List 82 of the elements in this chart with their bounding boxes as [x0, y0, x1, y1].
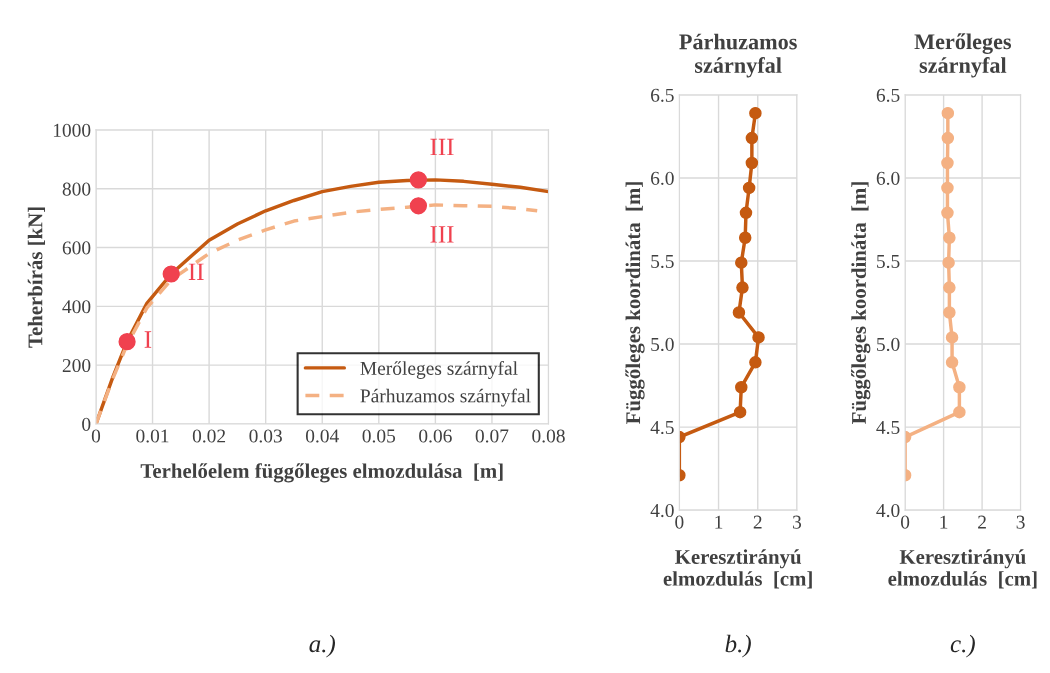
annotation: II: [188, 263, 204, 281]
x-tick-label: 0.01: [136, 429, 169, 443]
point: [942, 256, 955, 269]
annotation: III: [430, 226, 454, 243]
x-tick-label: 0.05: [362, 429, 396, 443]
x-tick-label: 0: [91, 429, 101, 443]
point: [953, 405, 966, 419]
point: [752, 331, 765, 344]
y-axis-title: Teherbírás [kN]: [27, 207, 46, 348]
x-tick-label: 0.07: [475, 429, 509, 443]
point: [738, 231, 752, 244]
point: [953, 380, 966, 394]
y-tick-label: 6.5: [651, 88, 674, 102]
text: a.): [309, 634, 336, 658]
x-axis-title: Keresztirányú elmozdulás [cm]: [663, 549, 812, 589]
x-tick-label: 0: [900, 515, 910, 529]
point: [118, 333, 136, 351]
point: [742, 181, 756, 195]
point: [409, 197, 428, 215]
y-tick-label: 4.5: [650, 421, 674, 435]
x-tick-label: 0.08: [532, 429, 565, 443]
x-tick-label: 0: [675, 515, 684, 529]
point: [941, 181, 954, 195]
point: [735, 380, 748, 394]
annotation: I: [144, 331, 152, 348]
point: [735, 256, 748, 269]
point: [745, 156, 759, 170]
chart-title: Merőleges szárnyfal: [914, 33, 1012, 78]
y-tick-label: 5.5: [877, 255, 900, 269]
legend-label: Merőleges szárnyfal: [360, 361, 518, 379]
point: [749, 106, 762, 120]
point: [943, 281, 956, 294]
y-tick-label: 400: [62, 300, 91, 314]
text: b.): [725, 634, 751, 658]
x-tick-label: 0.04: [305, 429, 339, 443]
y-tick-label: 6.0: [651, 171, 674, 185]
point: [943, 306, 956, 319]
point: [945, 356, 959, 369]
y-tick-label: 4.5: [876, 421, 900, 435]
x-tick-label: 2: [978, 515, 986, 529]
x-tick-label: 0.02: [192, 429, 226, 443]
y-tick-label: 4.0: [650, 503, 674, 518]
point: [941, 156, 954, 170]
x-tick-label: 3: [793, 515, 802, 529]
x-tick-label: 1: [715, 515, 723, 529]
y-tick-label: 0: [82, 417, 91, 431]
chart-title: Párhuzamos szárnyfal: [679, 33, 797, 78]
point: [739, 206, 753, 220]
x-tick-label: 2: [753, 515, 762, 529]
y-tick-label: 6.5: [876, 88, 900, 102]
point: [943, 231, 956, 244]
point: [409, 171, 428, 189]
x-tick-label: 0.03: [249, 429, 282, 443]
annotation: III: [430, 138, 454, 156]
y-tick-label: 5.5: [651, 255, 674, 269]
x-tick-label: 0.06: [419, 429, 452, 443]
x-tick-label: 1: [940, 515, 948, 529]
point: [733, 405, 747, 419]
point: [749, 356, 762, 369]
y-tick-label: 4.0: [876, 503, 900, 518]
y-tick-label: 5.0: [651, 337, 674, 352]
legend-label: Párhuzamos szárnyfal: [360, 388, 531, 407]
y-tick-label: 200: [62, 358, 91, 373]
point: [736, 281, 749, 294]
y-tick-label: 1000: [53, 123, 91, 137]
point: [745, 131, 759, 145]
point: [732, 306, 746, 319]
y-tick-label: 5.0: [877, 337, 900, 352]
y-axis-title: Függőleges koordináta [m]: [851, 182, 871, 424]
y-tick-label: 6.0: [876, 171, 900, 185]
y-tick-label: 600: [62, 241, 91, 255]
point: [162, 265, 180, 283]
point: [941, 106, 955, 120]
x-axis-title: Keresztirányú elmozdulás [cm]: [888, 549, 1037, 589]
point: [941, 206, 954, 220]
x-axis-title: Terhelőelem függőleges elmozdulása [m]: [140, 463, 503, 483]
point: [945, 331, 959, 344]
text: c.): [950, 634, 975, 658]
point: [941, 131, 955, 145]
y-axis-title: Függőleges koordináta [m]: [625, 182, 645, 424]
y-tick-label: 800: [62, 182, 91, 196]
x-tick-label: 3: [1016, 515, 1025, 529]
